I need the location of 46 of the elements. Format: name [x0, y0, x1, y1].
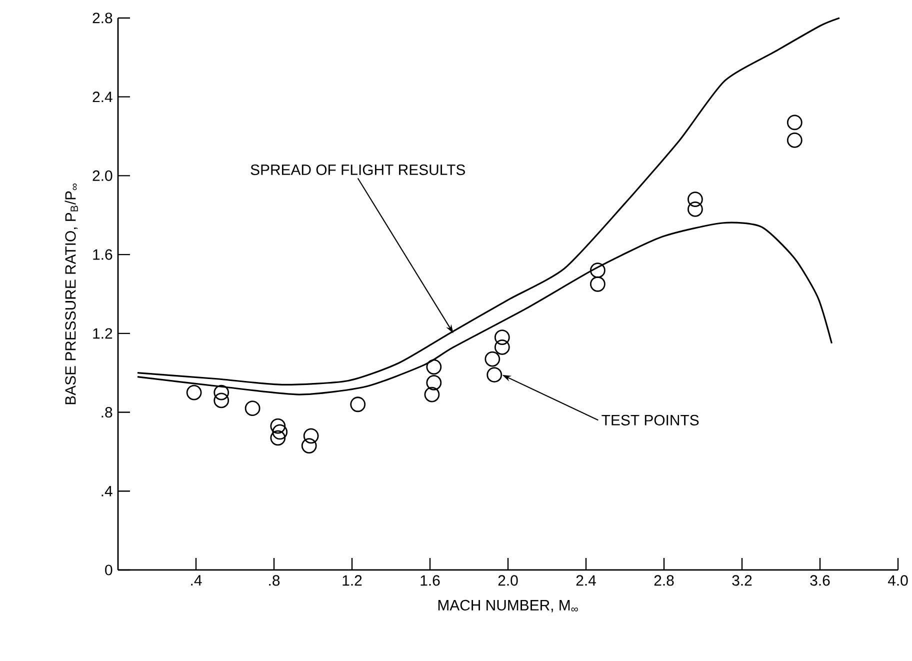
x-tick-label: .8	[269, 575, 280, 586]
point	[301, 438, 317, 454]
point	[186, 384, 202, 400]
point	[494, 340, 510, 355]
y-tick-label: 2.4	[92, 92, 112, 102]
point	[590, 262, 606, 278]
x-tick-label: 2.4	[576, 575, 596, 586]
line-series	[136, 17, 840, 386]
x-tick-label: 2.0	[498, 575, 518, 586]
x-tick-label: .4	[191, 575, 202, 586]
y-tick-label: 1.2	[93, 328, 112, 339]
x-tick-label: 1.2	[342, 575, 362, 586]
point	[486, 367, 502, 383]
annotation: SPREAD OF FLIGHT RESULTS	[250, 164, 465, 176]
y-tick-label: 0	[105, 564, 112, 576]
point	[688, 192, 703, 208]
annotation: TEST POINTS	[602, 414, 699, 426]
x-tick-label: 3.2	[732, 575, 752, 586]
point	[494, 330, 510, 346]
x-tick-label: 1.6	[420, 575, 440, 586]
point	[272, 424, 288, 440]
point	[424, 386, 440, 402]
y-tick-label: 1.6	[93, 249, 112, 260]
point	[590, 276, 606, 292]
point	[214, 392, 230, 408]
point	[270, 430, 286, 446]
point	[426, 359, 442, 375]
y-tick-label: .4	[102, 486, 112, 496]
x-tick-label: 4.0	[888, 575, 908, 586]
x-tick-label: 2.8	[654, 575, 674, 586]
x-tick-label: 3.6	[810, 575, 830, 586]
y-tick-label: 2.0	[92, 170, 112, 181]
point	[303, 428, 319, 444]
y-axis-title: BASE PRESSURE RATIO, P$_{B}$/P$_{∞}$	[64, 184, 78, 404]
x-axis-title: MACH NUMBER, M$_{∞}$	[438, 600, 578, 612]
y-tick-label: .8	[102, 406, 112, 418]
point	[244, 400, 260, 416]
point	[688, 202, 703, 217]
point	[484, 351, 500, 367]
point	[786, 114, 802, 130]
point	[270, 418, 286, 434]
point	[350, 396, 366, 412]
point	[786, 132, 802, 148]
point	[426, 375, 442, 390]
y-tick-label: 2.8	[92, 12, 112, 24]
point	[214, 384, 230, 400]
